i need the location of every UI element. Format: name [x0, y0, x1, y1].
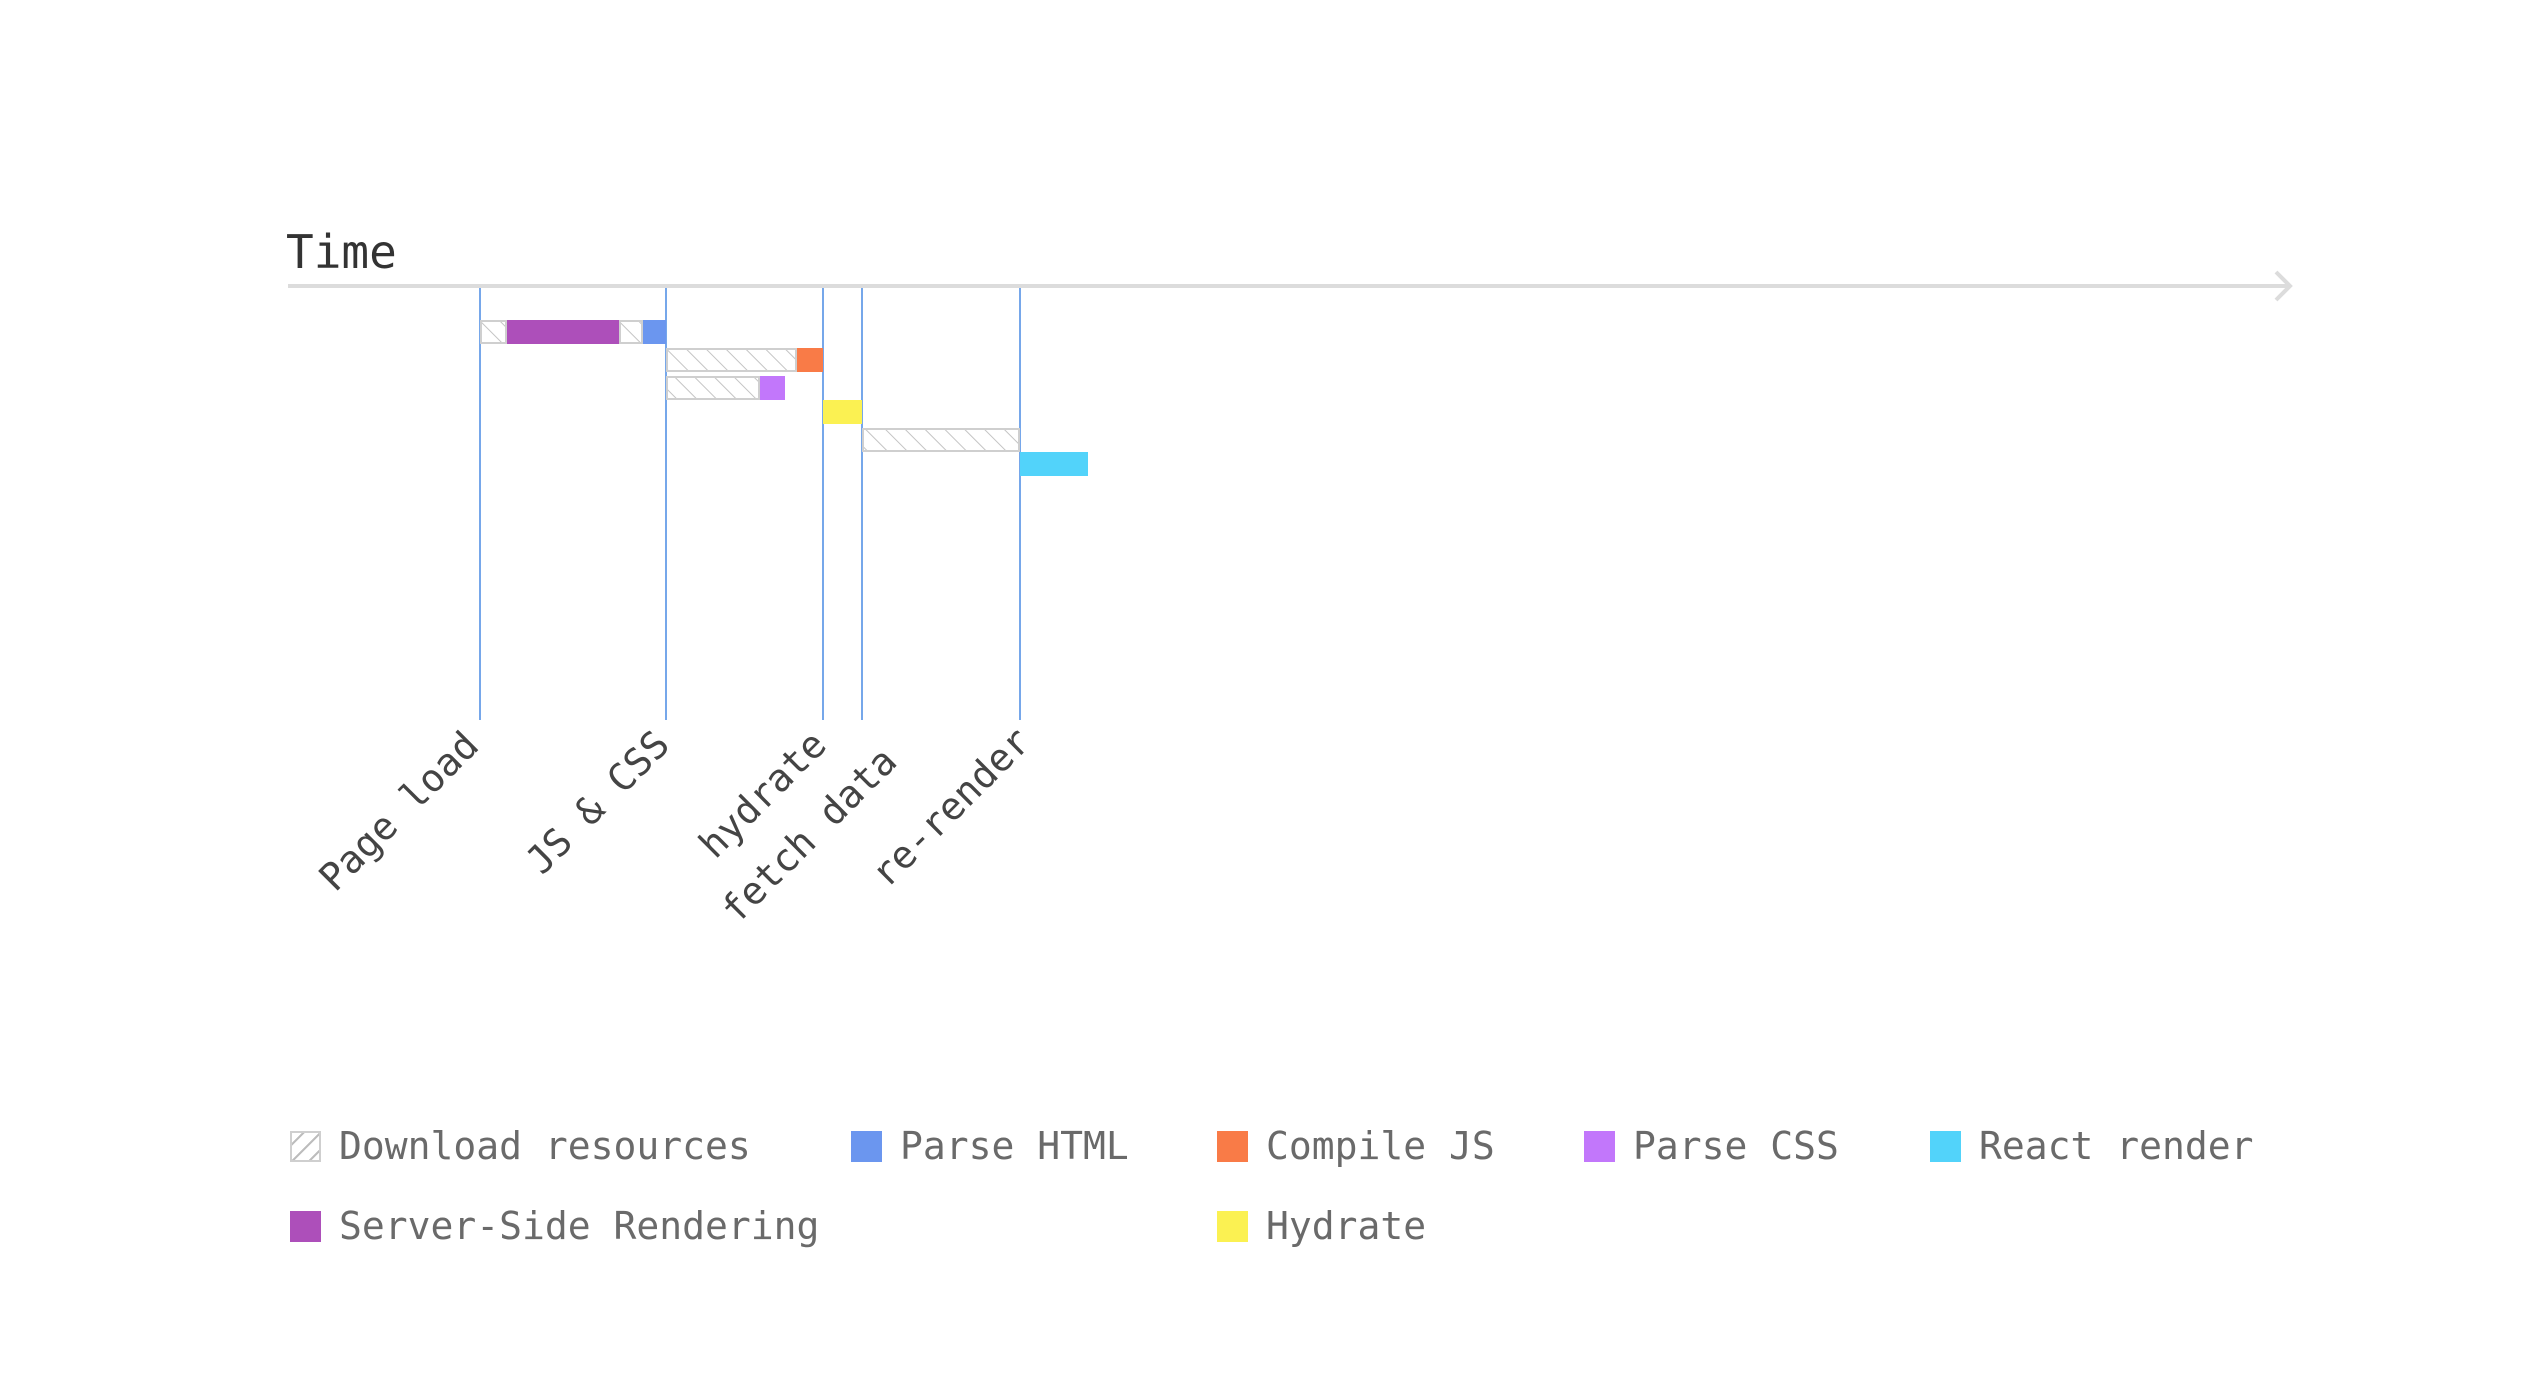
- legend-label: Hydrate: [1266, 1204, 1427, 1248]
- square-icon: [1584, 1130, 1615, 1162]
- legend-label: Parse HTML: [900, 1124, 1129, 1168]
- legend-label: Parse CSS: [1633, 1124, 1839, 1168]
- legend-label: Server-Side Rendering: [339, 1204, 820, 1248]
- legend-item-parse-html: Parse HTML: [851, 1121, 1129, 1171]
- square-icon: [290, 1210, 321, 1242]
- legend-item-parse-css: Parse CSS: [1584, 1121, 1839, 1171]
- legend-label: React render: [1979, 1124, 2254, 1168]
- square-icon: [851, 1130, 882, 1162]
- legend-item-hydrate: Hydrate: [1217, 1201, 1426, 1251]
- legend-label: Download resources: [339, 1124, 751, 1168]
- legend-item-react-render: React render: [1930, 1121, 2254, 1171]
- task-bar-download: [619, 320, 643, 344]
- task-bar-ssr: [507, 320, 619, 344]
- square-icon: [1217, 1210, 1248, 1242]
- square-icon: [1217, 1130, 1248, 1162]
- task-bar-react_render: [1020, 452, 1088, 476]
- task-bar-compile_js: [797, 348, 823, 372]
- arrow-right-icon: [2274, 270, 2293, 302]
- task-bar-download: [862, 428, 1020, 452]
- hatched-square-icon: [290, 1130, 321, 1162]
- task-bar-download: [480, 320, 507, 344]
- task-bar-download: [666, 376, 760, 400]
- legend-item-compile-js: Compile JS: [1217, 1121, 1495, 1171]
- task-bar-parse_css: [760, 376, 785, 400]
- axis-title: Time: [286, 225, 397, 279]
- task-bar-hydrate: [823, 400, 862, 424]
- legend-item-ssr: Server-Side Rendering: [290, 1201, 819, 1251]
- legend-item-download: Download resources: [290, 1121, 751, 1171]
- square-icon: [1930, 1130, 1961, 1162]
- task-bar-download: [666, 348, 797, 372]
- task-bar-parse_html: [643, 320, 666, 344]
- legend-label: Compile JS: [1266, 1124, 1495, 1168]
